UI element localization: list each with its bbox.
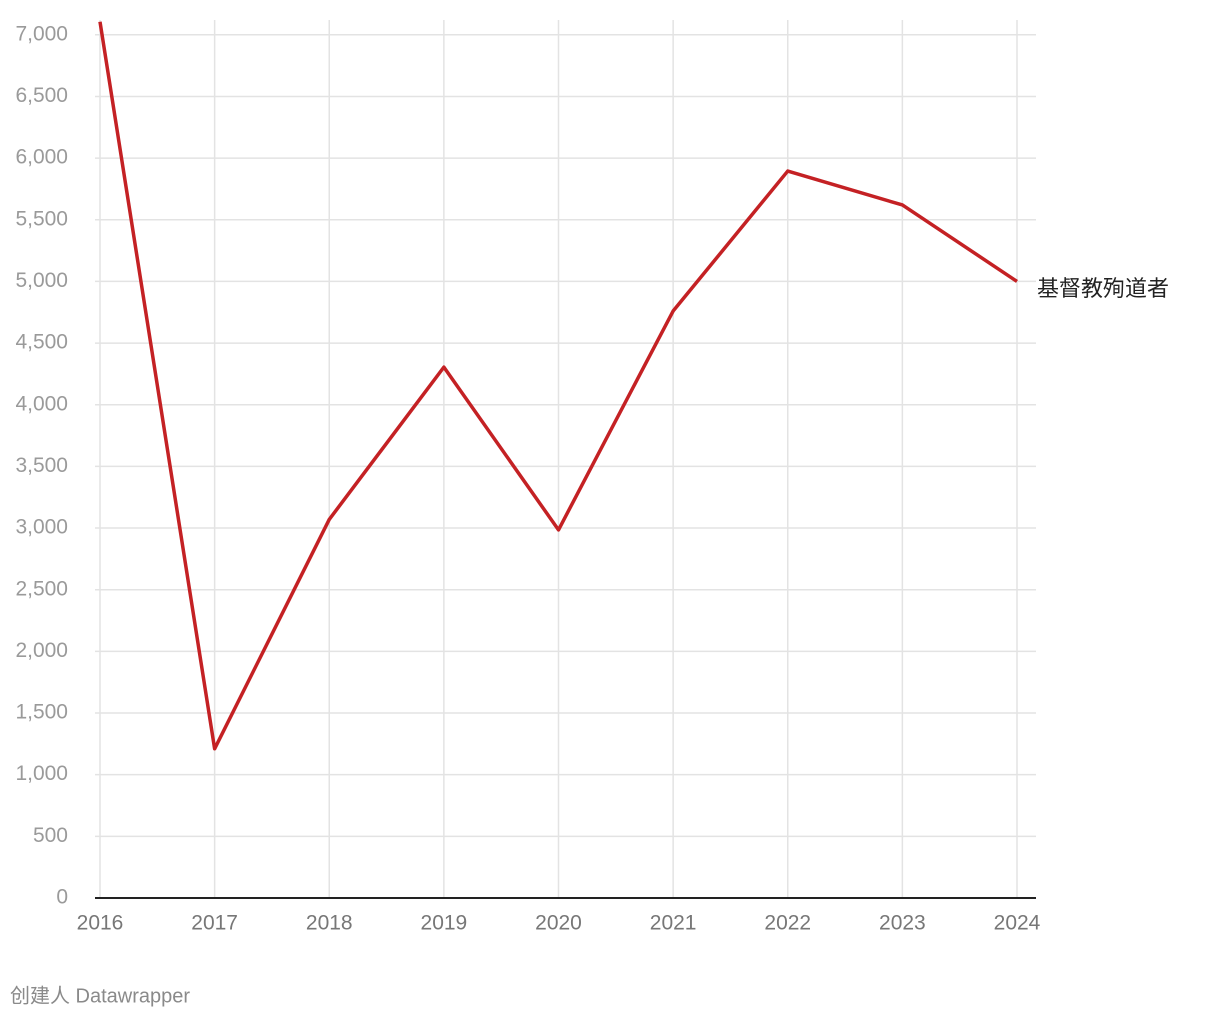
x-tick-label: 2023 [879,912,926,935]
y-tick-label: 4,000 [15,392,68,415]
y-tick-label: 1,000 [15,762,68,785]
y-tick-label: 7,000 [15,22,68,45]
y-tick-label: 0 [56,886,68,909]
x-tick-label: 2021 [650,912,697,935]
y-tick-label: 500 [33,824,68,847]
x-tick-label: 2019 [421,912,468,935]
x-tick-label: 2017 [191,912,238,935]
series-label: 基督教殉道者 [1037,276,1169,301]
y-tick-label: 4,500 [15,331,68,354]
y-tick-label: 5,000 [15,269,68,292]
y-tick-label: 2,000 [15,639,68,662]
footer: 创建人 Datawrapper [10,984,190,1007]
x-tick-label: 2024 [994,912,1041,935]
x-tick-label: 2022 [764,912,811,935]
y-tick-label: 1,500 [15,701,68,724]
y-tick-label: 3,000 [15,516,68,539]
y-tick-label: 6,500 [15,84,68,107]
y-tick-label: 6,000 [15,146,68,169]
x-tick-label: 2020 [535,912,582,935]
y-tick-label: 2,500 [15,577,68,600]
line [98,21,1018,751]
y-tick-label: 5,500 [15,207,68,230]
x-tick-label: 2016 [77,912,124,935]
y-tick-label: 3,500 [15,454,68,477]
x-tick-label: 2018 [306,912,353,935]
